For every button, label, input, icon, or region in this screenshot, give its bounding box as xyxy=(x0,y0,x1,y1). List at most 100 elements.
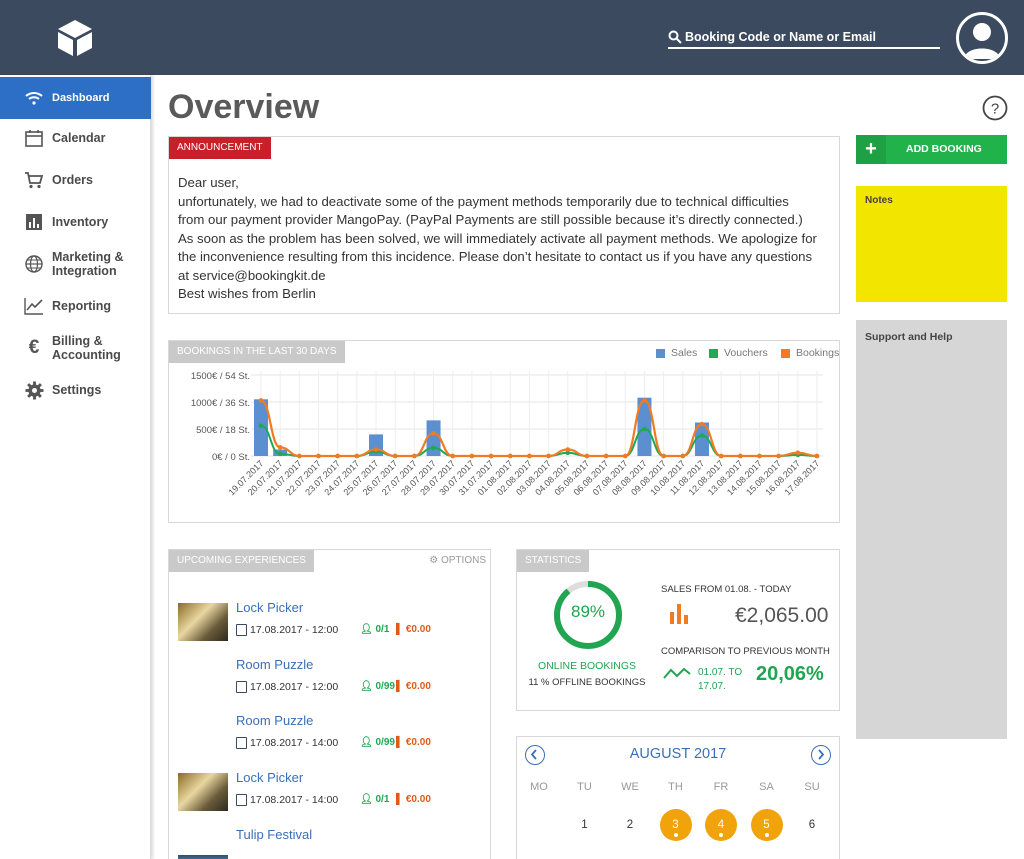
bookings-point xyxy=(565,447,571,452)
search-field[interactable]: Booking Code or Name or Email xyxy=(668,29,940,49)
chevron-right-icon xyxy=(818,749,825,760)
sidebar-item-dashboard[interactable]: Dashboard xyxy=(0,77,151,119)
legend-label: Vouchers xyxy=(724,347,768,359)
experience-name[interactable]: Lock Picker xyxy=(236,600,304,615)
add-booking-button[interactable]: + ADD BOOKING xyxy=(856,135,1007,164)
notes-panel[interactable]: Notes xyxy=(856,186,1007,302)
bookings-chart-panel: 0€ / 0 St. 500€ / 18 St. 1000€ / 36 St. 150… xyxy=(168,340,840,523)
y-tick-label: 0€ / 0 St. xyxy=(212,452,250,463)
announcement-line: from our payment provider MangoPay. (Pay… xyxy=(178,212,803,227)
comparison-value: 20,06% xyxy=(756,663,824,685)
sidebar-item-calendar[interactable]: Calendar xyxy=(0,117,151,159)
experience-sales: ▌ €0.00 xyxy=(396,737,431,748)
calendar-day[interactable]: 4 xyxy=(705,809,737,841)
page-title: Overview xyxy=(168,88,320,126)
bookings-point xyxy=(795,450,801,456)
sidebar: Dashboard Calendar Orders Inventory Mark… xyxy=(0,75,151,859)
experience-date: 17.08.2017 - 14:00 xyxy=(250,737,339,749)
legend-vouchers[interactable]: Vouchers xyxy=(709,347,768,359)
vouchers-point xyxy=(565,450,571,456)
bookings-point xyxy=(297,453,302,459)
sidebar-item-label: Billing & Accounting xyxy=(52,334,121,362)
sales-bars-icon: ▌ xyxy=(396,794,406,805)
experience-name[interactable]: Room Puzzle xyxy=(236,657,314,672)
y-tick-label: 1000€ / 36 St. xyxy=(191,398,250,409)
comparison-range: 01.07. TO 17.07. xyxy=(698,667,743,692)
experience-name[interactable]: Lock Picker xyxy=(236,770,304,785)
calendar-day[interactable]: 1 xyxy=(581,819,588,831)
experience-sales: ▌ €0.00 xyxy=(396,624,431,635)
sidebar-item-label: Calendar xyxy=(52,131,106,145)
y-tick-label: 500€ / 18 St. xyxy=(196,425,250,436)
experience-item[interactable]: Lock Picker 17.08.2017 - 14:00 👤︎ 0/1 ▌ €0.… xyxy=(169,770,489,827)
upcoming-tag: UPCOMING EXPERIENCES xyxy=(169,550,314,572)
weekday-label: SA xyxy=(759,781,774,793)
bookings-point xyxy=(776,453,781,459)
sidebar-item-label: Marketing & Integration xyxy=(52,250,124,278)
add-booking-label: ADD BOOKING xyxy=(906,143,982,155)
legend-swatch xyxy=(781,348,790,358)
experience-item[interactable]: Room Puzzle 17.08.2017 - 12:00 👤︎ 0/99 ▌ €0… xyxy=(169,657,489,714)
experience-sales: ▌ €0.00 xyxy=(396,681,431,692)
bookings-point xyxy=(546,453,551,459)
bookings-point xyxy=(354,453,360,459)
legend-label: Bookings xyxy=(796,347,840,359)
announcement-tag: ANNOUNCEMENT xyxy=(169,137,271,159)
sidebar-item-reporting[interactable]: Reporting xyxy=(0,285,151,327)
options-button[interactable]: ⚙ OPTIONS xyxy=(429,555,486,566)
support-label: Support and Help xyxy=(865,331,953,343)
calendar-day[interactable]: 3 xyxy=(659,809,692,841)
user-avatar[interactable] xyxy=(956,12,1008,64)
calendar-day[interactable]: 5 xyxy=(750,809,783,841)
cart-icon xyxy=(24,170,44,190)
announcement-line: Best wishes from Berlin xyxy=(178,286,316,301)
trend-up-icon xyxy=(663,667,691,679)
prev-month-button[interactable] xyxy=(525,745,545,765)
experience-name[interactable]: Room Puzzle xyxy=(236,713,314,728)
chart-title: BOOKINGS IN THE LAST 30 DAYS xyxy=(169,341,345,363)
support-panel[interactable]: Support and Help xyxy=(856,320,1007,739)
weekday-label: TH xyxy=(668,781,683,793)
experience-thumbnail xyxy=(178,603,228,641)
sidebar-item-orders[interactable]: Orders xyxy=(0,159,151,201)
statistics-panel: STATISTICS 89% ONLINE BOOKINGS 11 % OFFL… xyxy=(516,549,840,711)
sidebar-item-settings[interactable]: Settings xyxy=(0,369,151,411)
calendar-month: AUGUST 2017 xyxy=(629,746,727,762)
vouchers-point xyxy=(258,423,264,429)
upcoming-experiences-panel: UPCOMING EXPERIENCES ⚙ OPTIONS Lock Pick… xyxy=(168,549,491,859)
logo-cube-icon[interactable] xyxy=(56,18,94,58)
help-icon[interactable]: ? xyxy=(982,95,1008,121)
sales-bars-icon: ▌ xyxy=(396,737,406,748)
globe-icon xyxy=(24,254,44,274)
participants-count: 👤︎ 0/99 xyxy=(360,681,395,692)
bookings-point xyxy=(603,453,609,459)
sidebar-item-inventory[interactable]: Inventory xyxy=(0,201,151,243)
calendar-day[interactable]: 2 xyxy=(626,819,634,831)
next-month-button[interactable] xyxy=(811,745,831,765)
experience-item[interactable]: Lock Picker 17.08.2017 - 12:00 👤︎ 0/1 ▌ €0.… xyxy=(169,600,489,657)
notes-label: Notes xyxy=(865,195,893,206)
bookings-chart: 0€ / 0 St. 500€ / 18 St. 1000€ / 36 St. 150… xyxy=(191,371,823,497)
calendar-day[interactable]: 6 xyxy=(808,819,816,831)
bookings-point xyxy=(814,453,820,459)
bookings-point xyxy=(680,453,686,459)
vouchers-point xyxy=(431,445,436,451)
svg-text:?: ? xyxy=(991,101,999,118)
sidebar-item-billing[interactable]: € Billing & Accounting xyxy=(0,327,151,369)
announcement-text: Dear user, unfortunately, we had to deac… xyxy=(178,174,838,304)
bookings-point xyxy=(431,431,436,436)
sidebar-item-marketing[interactable]: Marketing & Integration xyxy=(0,243,151,285)
legend-sales[interactable]: Sales xyxy=(656,347,697,359)
sales-bars-icon xyxy=(670,604,688,624)
legend-bookings[interactable]: Bookings xyxy=(781,347,839,359)
experience-name[interactable]: Tulip Festival xyxy=(236,827,313,842)
bookings-point xyxy=(757,453,762,459)
experience-date: 17.08.2017 - 14:00 xyxy=(250,794,339,806)
search-input[interactable]: Booking Code or Name or Email xyxy=(685,30,877,44)
plus-icon: + xyxy=(856,135,886,164)
experience-item[interactable]: Room Puzzle 17.08.2017 - 14:00 👤︎ 0/99 ▌ €0… xyxy=(169,713,489,770)
bookings-point xyxy=(699,421,705,427)
experience-item[interactable]: Tulip Festival xyxy=(169,827,489,859)
offline-bookings-label: 11 % OFFLINE BOOKINGS xyxy=(528,677,646,688)
top-bar: Booking Code or Name or Email xyxy=(0,0,1024,75)
